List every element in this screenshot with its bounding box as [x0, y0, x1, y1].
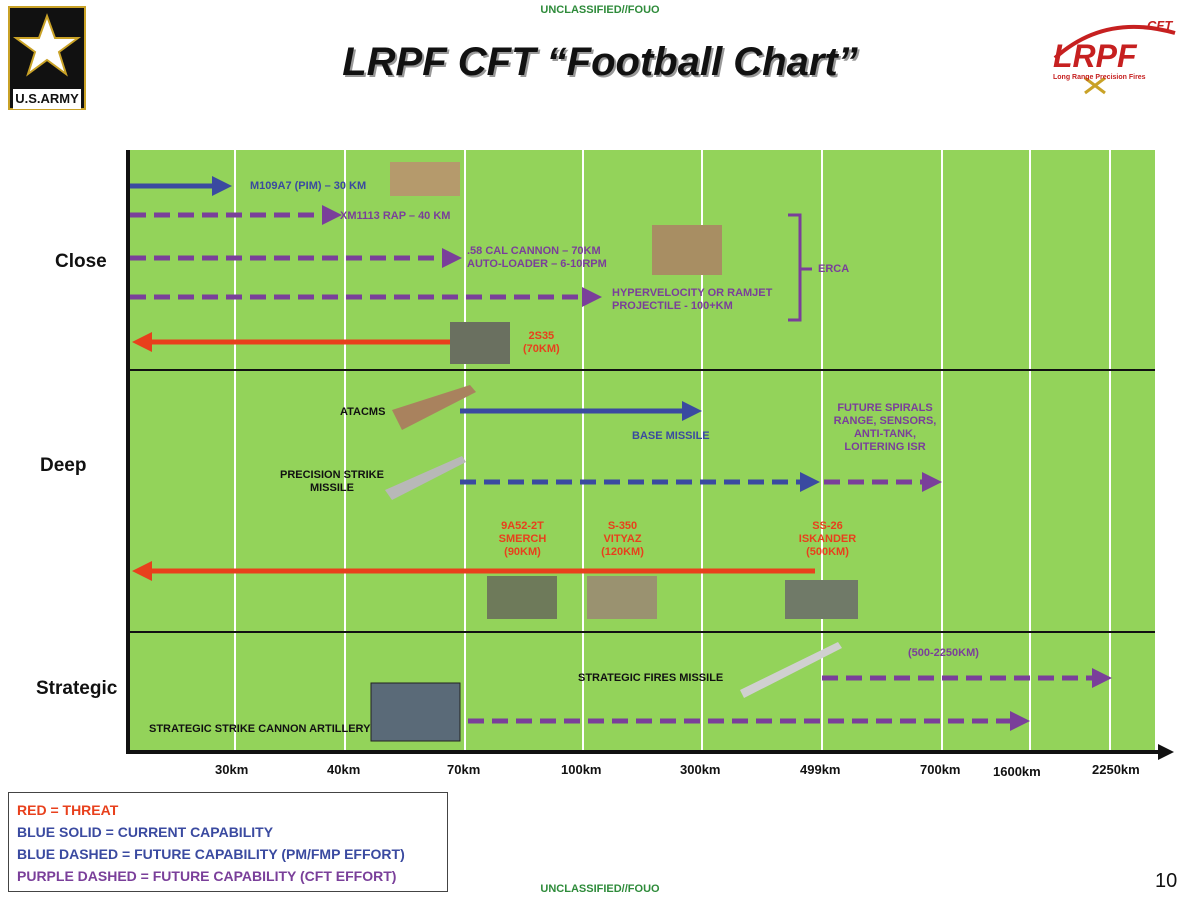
row-label-close: Close — [55, 251, 107, 272]
us-army-logo: U.S.ARMY — [8, 6, 86, 110]
label-range: (500-2250KM) — [908, 647, 979, 659]
page-number: 10 — [1155, 870, 1178, 892]
row-label-strategic: Strategic — [36, 678, 118, 699]
sfm-image — [740, 642, 842, 698]
label-base-missile: BASE MISSILE — [632, 430, 710, 442]
2s35-image — [450, 322, 510, 364]
label-sca: STRATEGIC STRIKE CANNON ARTILLERY — [149, 723, 371, 735]
tick-100km: 100km — [561, 762, 602, 777]
row-label-deep: Deep — [40, 455, 87, 476]
label-smerch: 9A52-2T SMERCH (90KM) — [498, 520, 547, 558]
legend-threat: RED = THREAT — [17, 802, 119, 818]
label-cannon: .58 CAL CANNON – 70KM AUTO-LOADER – 6-10R… — [467, 245, 607, 270]
tick-2250km: 2250km — [1092, 762, 1140, 777]
tick-499km: 499km — [800, 762, 841, 777]
field-background — [128, 150, 1155, 752]
label-future-spirals: FUTURE SPIRALS RANGE, SENSORS, ANTI-TANK, L… — [833, 402, 937, 453]
lrpf-tagline: Long Range Precision Fires — [1053, 74, 1146, 81]
page-title: LRPF CFT “Football Chart” — [342, 40, 858, 84]
tick-30km: 30km — [215, 762, 249, 777]
legend-future-pm: BLUE DASHED = FUTURE CAPABILITY (PM/FMP … — [17, 846, 405, 862]
label-vityaz: S-350 VITYAZ (120KM) — [601, 520, 644, 558]
label-prsm: PRECISION STRIKE MISSILE — [280, 469, 384, 494]
prsm-image — [385, 456, 466, 500]
label-hypervelocity: HYPERVELOCITY OR RAMJET PROJECTILE - 100+… — [612, 287, 773, 312]
erca-image — [652, 225, 722, 275]
smerch-image — [487, 576, 557, 619]
star-icon — [12, 13, 82, 77]
label-iskander: SS-26 ISKANDER (500KM) — [798, 520, 857, 558]
label-m109: M109A7 (PIM) – 30 KM — [250, 180, 367, 192]
classification-bottom: UNCLASSIFIED//FOUO — [540, 883, 660, 895]
label-sfm: STRATEGIC FIRES MISSILE — [578, 672, 724, 684]
lrpf-swoosh-icon — [1053, 24, 1176, 95]
tick-70km: 70km — [447, 762, 481, 777]
classification-top: UNCLASSIFIED//FOUO — [540, 4, 660, 16]
cft-text: CFT — [1147, 18, 1173, 33]
label-atacms: ATACMS — [340, 406, 386, 418]
legend-current: BLUE SOLID = CURRENT CAPABILITY — [17, 824, 274, 840]
erca-bracket — [788, 213, 812, 322]
us-army-text: U.S.ARMY — [13, 89, 81, 109]
label-2s35: 2S35 (70KM) — [523, 330, 560, 355]
label-xm1113: XM1113 RAP – 40 KM — [340, 210, 451, 222]
vityaz-image — [587, 576, 657, 619]
label-erca: ERCA — [818, 263, 850, 275]
m109-image — [390, 162, 460, 196]
atacms-image — [392, 385, 476, 430]
sca-image — [370, 682, 461, 742]
lrpf-logo: CFT LRPF Long Range Precision Fires — [1045, 18, 1185, 98]
lrpf-text: LRPF — [1053, 38, 1137, 74]
iskander-image — [785, 580, 858, 619]
legend-future-cft: PURPLE DASHED = FUTURE CAPABILITY (CFT E… — [17, 868, 397, 884]
tick-1600km: 1600km — [993, 764, 1041, 779]
tick-300km: 300km — [680, 762, 721, 777]
legend: RED = THREAT BLUE SOLID = CURRENT CAPABI… — [8, 792, 448, 892]
tick-700km: 700km — [920, 762, 961, 777]
tick-40km: 40km — [327, 762, 361, 777]
